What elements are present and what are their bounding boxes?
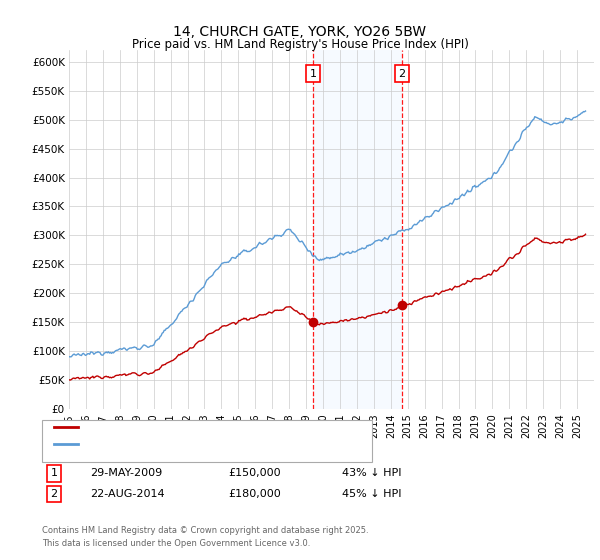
Text: £180,000: £180,000 <box>228 489 281 499</box>
Text: £150,000: £150,000 <box>228 468 281 478</box>
Text: 29-MAY-2009: 29-MAY-2009 <box>90 468 162 478</box>
Text: 14, CHURCH GATE, YORK, YO26 5BW: 14, CHURCH GATE, YORK, YO26 5BW <box>173 25 427 39</box>
Text: 2: 2 <box>50 489 58 499</box>
Text: 45% ↓ HPI: 45% ↓ HPI <box>342 489 401 499</box>
Text: Contains HM Land Registry data © Crown copyright and database right 2025.
This d: Contains HM Land Registry data © Crown c… <box>42 526 368 548</box>
Text: 1: 1 <box>50 468 58 478</box>
Text: 1: 1 <box>310 68 317 78</box>
Text: 22-AUG-2014: 22-AUG-2014 <box>90 489 164 499</box>
Text: 43% ↓ HPI: 43% ↓ HPI <box>342 468 401 478</box>
Bar <box>313 50 401 409</box>
Text: 2: 2 <box>398 68 405 78</box>
Text: HPI: Average price, detached house, York: HPI: Average price, detached house, York <box>81 438 296 449</box>
Text: Price paid vs. HM Land Registry's House Price Index (HPI): Price paid vs. HM Land Registry's House … <box>131 38 469 51</box>
Text: 14, CHURCH GATE, YORK, YO26 5BW (detached house): 14, CHURCH GATE, YORK, YO26 5BW (detache… <box>81 422 365 432</box>
